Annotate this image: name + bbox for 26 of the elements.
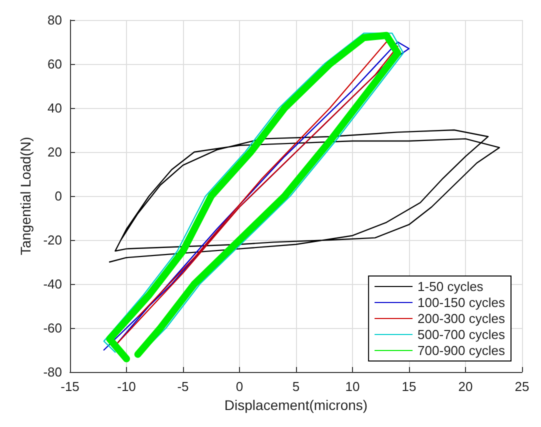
x-tick-label: 15 [402, 379, 416, 394]
y-tick-label: 20 [48, 144, 62, 160]
y-tick-label: 60 [48, 56, 62, 72]
x-tick-label: 0 [236, 379, 244, 394]
legend-label: 100-150 cycles [418, 295, 506, 310]
x-tick-label: -5 [177, 379, 189, 394]
legend-label: 200-300 cycles [418, 311, 506, 326]
x-tick-label: 25 [514, 379, 530, 394]
y-tick-label: 0 [54, 188, 62, 204]
y-tick-label: -80 [43, 364, 62, 380]
x-tick-label: 10 [345, 379, 360, 394]
y-tick-label: -60 [43, 320, 62, 336]
y-axis-title: Tangential Load(N) [17, 136, 34, 256]
legend-label: 1-50 cycles [418, 279, 484, 294]
y-tick-label: 40 [48, 100, 62, 116]
y-tick-label: -20 [43, 232, 62, 248]
legend-label: 700-900 cycles [418, 343, 506, 358]
y-tick-label: 80 [48, 12, 62, 28]
x-tick-label: 5 [292, 379, 300, 394]
x-tick-label: -10 [117, 379, 136, 394]
x-tick-label: -15 [60, 379, 80, 394]
x-axis-title: Displacement(microns) [224, 397, 368, 413]
x-tick-label: 20 [458, 379, 473, 394]
y-tick-label: -40 [43, 276, 62, 292]
legend-label: 500-700 cycles [418, 327, 506, 342]
line-series [108, 129, 500, 263]
